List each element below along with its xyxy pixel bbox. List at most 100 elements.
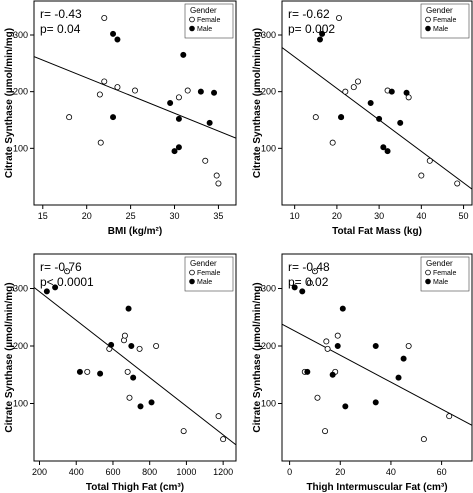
y-tick-label: 300 bbox=[13, 30, 28, 40]
data-point-male bbox=[128, 342, 135, 349]
data-point-female bbox=[213, 172, 220, 179]
data-point-female bbox=[66, 114, 73, 121]
legend-title: Gender bbox=[190, 259, 217, 268]
x-tick-label: 200 bbox=[32, 467, 47, 477]
data-point-female bbox=[322, 428, 329, 435]
y-tick-label: 200 bbox=[13, 341, 28, 351]
data-point-female bbox=[306, 279, 313, 286]
legend-entry: Male bbox=[433, 26, 448, 33]
data-point-female bbox=[311, 268, 318, 275]
data-point-female bbox=[420, 436, 427, 443]
data-point-male bbox=[206, 119, 213, 126]
data-point-male bbox=[137, 403, 144, 410]
data-point-male bbox=[114, 36, 121, 43]
data-point-female bbox=[215, 413, 222, 420]
data-point-female bbox=[153, 342, 160, 349]
data-point-female bbox=[350, 84, 357, 91]
data-point-female bbox=[97, 139, 104, 146]
data-point-female bbox=[101, 78, 108, 85]
legend-entry: Male bbox=[197, 26, 212, 33]
x-tick-label: 10 bbox=[290, 211, 300, 221]
data-point-male bbox=[148, 399, 155, 406]
data-point-female bbox=[426, 157, 433, 164]
legend-marker-female bbox=[425, 269, 431, 276]
legend-marker-male bbox=[189, 25, 195, 32]
data-point-female bbox=[121, 332, 128, 339]
data-point-male bbox=[180, 51, 187, 58]
data-point-female bbox=[136, 345, 143, 352]
x-tick-label: 800 bbox=[142, 467, 157, 477]
data-point-female bbox=[446, 413, 453, 420]
data-point-male bbox=[125, 305, 132, 312]
legend: Gender Female Male bbox=[184, 3, 234, 39]
legend-entry: Female bbox=[197, 270, 220, 277]
data-point-male bbox=[329, 371, 336, 378]
data-point-female bbox=[101, 14, 108, 21]
data-point-female bbox=[124, 368, 131, 375]
data-point-female bbox=[334, 332, 341, 339]
stat-annotation: p= 0.002 bbox=[288, 22, 335, 36]
x-axis-label: Total Fat Mass (kg) bbox=[332, 226, 422, 237]
legend-marker-male bbox=[425, 25, 431, 32]
x-tick-label: 60 bbox=[437, 467, 447, 477]
data-point-female bbox=[96, 91, 103, 98]
legend-title: Gender bbox=[190, 6, 217, 15]
legend: Gender Female Male bbox=[420, 256, 470, 292]
legend: Gender Female Male bbox=[420, 3, 470, 39]
data-point-male bbox=[388, 88, 395, 95]
data-point-male bbox=[110, 30, 117, 37]
y-tick-label: 100 bbox=[13, 143, 28, 153]
regression-line bbox=[34, 56, 236, 139]
data-point-male bbox=[291, 284, 298, 291]
stat-annotation: r= -0.43 bbox=[40, 7, 82, 21]
data-point-female bbox=[220, 436, 227, 443]
x-axis-label: BMI (kg/m²) bbox=[108, 226, 162, 237]
data-point-male bbox=[43, 288, 50, 295]
legend-entry: Male bbox=[197, 279, 212, 286]
data-point-male bbox=[299, 288, 306, 295]
data-point-male bbox=[384, 148, 391, 155]
legend-title: Gender bbox=[426, 259, 453, 268]
legend-marker-female bbox=[189, 269, 195, 276]
data-point-male bbox=[376, 115, 383, 122]
x-tick-label: 20 bbox=[332, 211, 342, 221]
legend-title: Gender bbox=[426, 6, 453, 15]
y-axis-label: Citrate Synthase (µmol/min/mg) bbox=[4, 28, 15, 178]
data-point-male bbox=[367, 100, 374, 107]
x-tick-label: 400 bbox=[69, 467, 84, 477]
data-point-male bbox=[319, 30, 326, 37]
legend-entry: Male bbox=[433, 279, 448, 286]
legend: Gender Female Male bbox=[184, 256, 234, 292]
x-tick-label: 30 bbox=[170, 211, 180, 221]
x-tick-label: 15 bbox=[38, 211, 48, 221]
data-point-female bbox=[84, 368, 91, 375]
y-tick-label: 200 bbox=[13, 87, 28, 97]
x-tick-label: 20 bbox=[82, 211, 92, 221]
data-point-male bbox=[338, 114, 345, 121]
y-tick-label: 100 bbox=[13, 399, 28, 409]
data-point-female bbox=[202, 157, 209, 164]
x-tick-label: 30 bbox=[374, 211, 384, 221]
data-point-male bbox=[52, 284, 59, 291]
data-point-female bbox=[314, 394, 321, 401]
x-tick-label: 25 bbox=[126, 211, 136, 221]
stat-annotation: r= -0.62 bbox=[288, 7, 330, 21]
x-axis-label: Total Thigh Fat (cm³) bbox=[86, 482, 184, 493]
legend-marker-male bbox=[425, 278, 431, 285]
data-point-female bbox=[454, 180, 461, 187]
data-point-female bbox=[312, 114, 319, 121]
y-axis-label: Citrate Synthase (µmol/min/mg) bbox=[4, 282, 15, 432]
x-tick-label: 1200 bbox=[213, 467, 233, 477]
stat-annotation: r= -0.76 bbox=[40, 260, 82, 274]
data-point-male bbox=[339, 305, 346, 312]
x-tick-label: 1000 bbox=[176, 467, 196, 477]
data-point-female bbox=[180, 428, 187, 435]
data-point-male bbox=[334, 342, 341, 349]
data-point-male bbox=[342, 403, 349, 410]
data-point-female bbox=[184, 87, 191, 94]
data-point-male bbox=[403, 89, 410, 96]
stat-annotation: r= -0.48 bbox=[288, 260, 330, 274]
y-tick-label: 300 bbox=[261, 284, 276, 294]
data-point-female bbox=[324, 345, 331, 352]
legend-marker-female bbox=[189, 16, 195, 23]
